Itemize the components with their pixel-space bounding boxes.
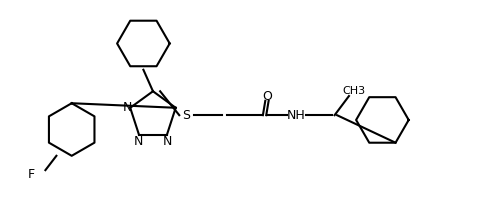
Text: N: N — [134, 135, 143, 148]
Text: S: S — [183, 109, 190, 122]
Text: CH3: CH3 — [342, 86, 365, 96]
Text: N: N — [163, 135, 172, 148]
Text: F: F — [28, 168, 34, 181]
Text: O: O — [263, 90, 272, 103]
Text: N: N — [123, 101, 132, 114]
Text: NH: NH — [287, 109, 306, 122]
